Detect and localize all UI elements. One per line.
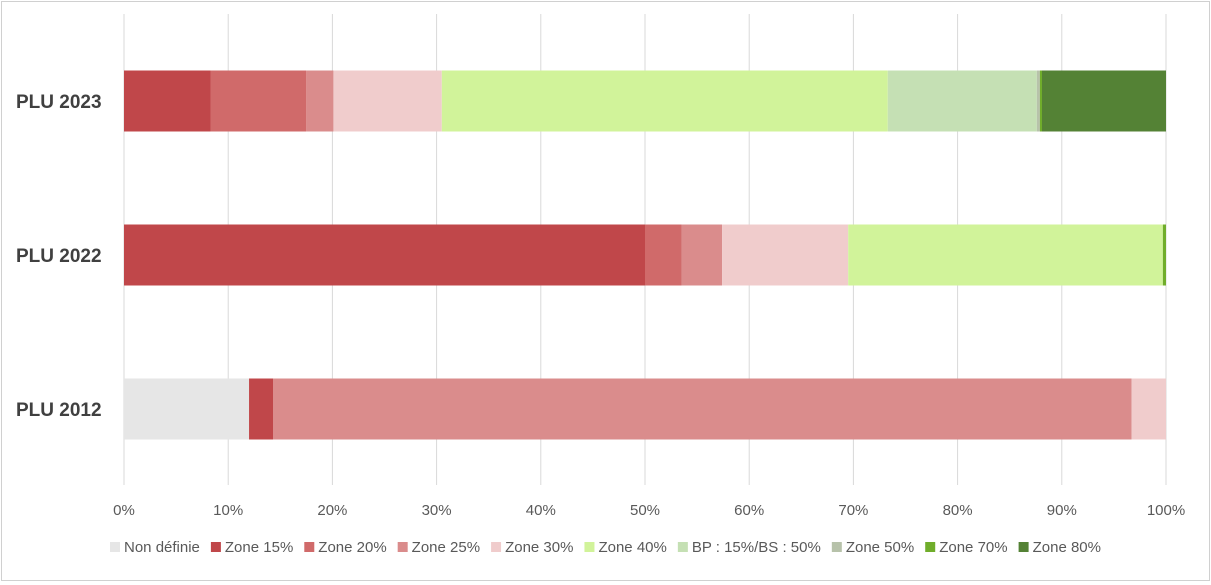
- legend-label: Zone 15%: [225, 539, 293, 556]
- x-tick-label: 70%: [838, 502, 868, 519]
- legend-swatch: [110, 542, 121, 552]
- bar-segment: [1162, 224, 1166, 286]
- legend-label: Non définie: [124, 539, 200, 556]
- legend-label: Zone 80%: [1033, 539, 1101, 556]
- legend-swatch: [210, 542, 221, 552]
- bar-segment: [441, 70, 888, 132]
- bar-segment: [722, 224, 849, 286]
- x-tick-label: 0%: [113, 502, 135, 519]
- bar-segment: [1042, 70, 1166, 132]
- x-tick-label: 80%: [943, 502, 973, 519]
- legend-swatch: [677, 542, 688, 552]
- legend-item: Zone 80%: [1018, 539, 1101, 556]
- legend-swatch: [831, 542, 842, 552]
- legend-swatch: [304, 542, 315, 552]
- category-label: PLU 2023: [16, 92, 102, 113]
- legend-label: Zone 50%: [846, 539, 914, 556]
- x-tick-label: 30%: [422, 502, 452, 519]
- legend-item: Non définie: [110, 539, 200, 556]
- bar-segment: [124, 378, 250, 440]
- bar-segment: [1039, 70, 1043, 132]
- bar-segment: [645, 224, 682, 286]
- bar-segment: [210, 70, 307, 132]
- bar-segment: [1131, 378, 1166, 440]
- x-tick-label: 100%: [1147, 502, 1185, 519]
- bar-segment: [124, 224, 645, 286]
- legend-label: Zone 20%: [318, 539, 386, 556]
- bar-segment: [681, 224, 723, 286]
- legend-label: BP : 15%/BS : 50%: [692, 539, 821, 556]
- x-tick-label: 90%: [1047, 502, 1077, 519]
- bar-segment: [887, 70, 1037, 132]
- x-tick-label: 40%: [526, 502, 556, 519]
- bar-segment: [249, 378, 274, 440]
- bar-segment: [848, 224, 1163, 286]
- legend-swatch: [397, 542, 408, 552]
- bar-segment: [333, 70, 442, 132]
- legend: Non définie Zone 15% Zone 20% Zone 25% Zone …: [110, 539, 1101, 556]
- category-label: PLU 2012: [16, 400, 102, 421]
- category-labels: PLU 2023 PLU 2022 PLU 2012: [16, 92, 102, 421]
- legend-swatch: [491, 542, 502, 552]
- bar-segment: [124, 70, 211, 132]
- legend-label: Zone 25%: [412, 539, 480, 556]
- x-tick-label: 10%: [213, 502, 243, 519]
- legend-item: BP : 15%/BS : 50%: [677, 539, 821, 556]
- bar-segment: [306, 70, 334, 132]
- x-tick-label: 20%: [317, 502, 347, 519]
- legend-label: Zone 30%: [505, 539, 573, 556]
- x-tick-label: 60%: [734, 502, 764, 519]
- legend-item: Zone 15%: [210, 539, 293, 556]
- x-tick-labels: 0% 10% 20% 30% 40% 50% 60% 70% 80% 90% 100%: [113, 502, 1185, 519]
- x-tick-label: 50%: [630, 502, 660, 519]
- legend-swatch: [925, 542, 936, 552]
- legend-item: Zone 30%: [491, 539, 573, 556]
- category-label: PLU 2022: [16, 246, 102, 267]
- bars: [124, 70, 1166, 440]
- legend-item: Zone 40%: [584, 539, 667, 556]
- legend-item: Zone 25%: [397, 539, 480, 556]
- legend-item: Zone 70%: [925, 539, 1008, 556]
- legend-item: Zone 20%: [304, 539, 387, 556]
- legend-swatch: [584, 542, 595, 552]
- legend-label: Zone 70%: [939, 539, 1007, 556]
- legend-label: Zone 40%: [598, 539, 666, 556]
- legend-item: Zone 50%: [831, 539, 914, 556]
- legend-swatch: [1018, 542, 1029, 552]
- bar-segment: [1036, 70, 1040, 132]
- bar-segment: [273, 378, 1132, 440]
